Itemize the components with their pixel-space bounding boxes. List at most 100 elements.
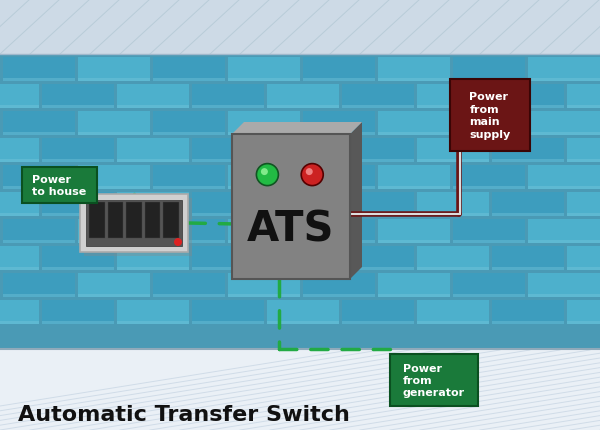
Bar — [342, 193, 414, 216]
Bar — [126, 203, 142, 239]
Bar — [267, 106, 339, 109]
Bar — [567, 139, 600, 163]
Bar — [342, 160, 414, 163]
Bar — [342, 106, 414, 109]
Bar — [492, 321, 564, 324]
Bar — [3, 240, 75, 243]
Bar — [117, 139, 189, 163]
FancyBboxPatch shape — [450, 80, 530, 152]
Bar — [192, 300, 264, 324]
Bar — [78, 219, 150, 243]
Bar — [42, 106, 114, 109]
Bar — [153, 187, 225, 190]
Bar — [0, 139, 39, 163]
Bar — [303, 219, 375, 243]
Bar — [417, 106, 489, 109]
Bar — [342, 267, 414, 270]
Bar — [145, 203, 160, 239]
Bar — [228, 112, 300, 136]
Bar — [342, 321, 414, 324]
Circle shape — [256, 164, 278, 186]
Circle shape — [174, 239, 182, 246]
Bar — [192, 139, 264, 163]
FancyBboxPatch shape — [390, 354, 478, 406]
Bar — [453, 133, 525, 136]
Bar — [528, 273, 600, 297]
Bar — [117, 85, 189, 109]
Bar — [528, 166, 600, 190]
Bar — [3, 219, 75, 243]
Bar — [342, 214, 414, 216]
Bar — [3, 58, 75, 82]
Circle shape — [301, 164, 323, 186]
Bar — [267, 85, 339, 109]
Bar — [42, 139, 114, 163]
Bar — [417, 139, 489, 163]
Bar — [567, 246, 600, 270]
Bar — [417, 300, 489, 324]
Bar — [0, 160, 39, 163]
Polygon shape — [350, 123, 362, 280]
Bar — [303, 79, 375, 82]
Bar — [228, 133, 300, 136]
Bar — [267, 193, 339, 216]
Bar — [453, 58, 525, 82]
Bar — [378, 79, 450, 82]
Bar — [42, 85, 114, 109]
Bar — [42, 246, 114, 270]
Bar — [492, 160, 564, 163]
Bar — [192, 267, 264, 270]
Bar — [117, 193, 189, 216]
Bar — [528, 187, 600, 190]
Bar — [86, 200, 182, 246]
Bar — [78, 294, 150, 297]
Bar — [107, 203, 123, 239]
Bar — [42, 214, 114, 216]
Bar — [303, 112, 375, 136]
Bar — [42, 160, 114, 163]
Bar — [378, 58, 450, 82]
Bar — [417, 214, 489, 216]
Bar — [303, 273, 375, 297]
Bar — [117, 321, 189, 324]
Bar — [0, 267, 39, 270]
Bar — [228, 187, 300, 190]
Bar — [42, 300, 114, 324]
Bar — [453, 112, 525, 136]
Text: Power
from
main
supply: Power from main supply — [469, 92, 511, 139]
Bar — [267, 160, 339, 163]
Bar — [378, 273, 450, 297]
Bar — [303, 166, 375, 190]
Bar — [492, 193, 564, 216]
Bar — [567, 214, 600, 216]
Bar — [567, 160, 600, 163]
Bar — [267, 321, 339, 324]
Bar — [78, 112, 150, 136]
Bar — [3, 294, 75, 297]
Bar — [378, 187, 450, 190]
Bar — [528, 112, 600, 136]
Bar — [453, 187, 525, 190]
Bar — [267, 139, 339, 163]
Bar — [78, 187, 150, 190]
Bar — [192, 193, 264, 216]
FancyBboxPatch shape — [22, 168, 97, 203]
Bar — [3, 112, 75, 136]
Bar — [453, 240, 525, 243]
Bar — [192, 106, 264, 109]
Bar — [342, 139, 414, 163]
Bar — [567, 321, 600, 324]
Bar — [78, 273, 150, 297]
Bar — [417, 246, 489, 270]
Bar — [42, 193, 114, 216]
Bar — [417, 193, 489, 216]
Bar — [153, 294, 225, 297]
Text: Power
to house: Power to house — [32, 175, 86, 197]
Bar — [117, 300, 189, 324]
Bar — [417, 321, 489, 324]
Bar — [453, 294, 525, 297]
Bar — [0, 246, 39, 270]
Circle shape — [261, 169, 268, 176]
Bar — [153, 112, 225, 136]
Bar — [378, 133, 450, 136]
